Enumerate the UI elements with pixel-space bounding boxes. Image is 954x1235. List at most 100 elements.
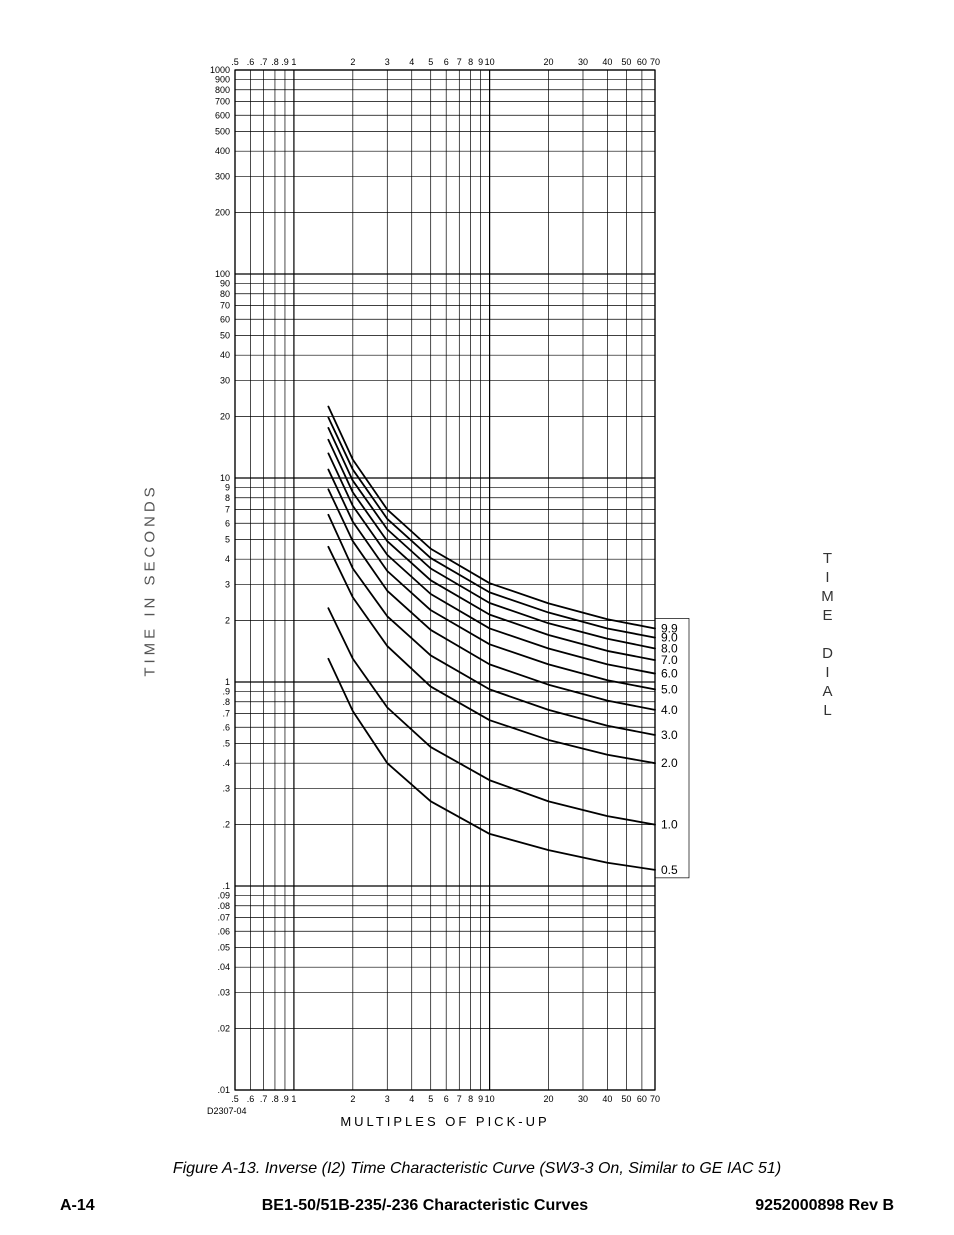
svg-text:2.0: 2.0 [661, 756, 678, 770]
svg-text:.3: .3 [222, 784, 230, 794]
svg-text:4: 4 [225, 554, 230, 564]
svg-text:8: 8 [225, 493, 230, 503]
svg-text:90: 90 [220, 278, 230, 288]
svg-text:3: 3 [225, 580, 230, 590]
svg-text:200: 200 [215, 208, 230, 218]
svg-text:4: 4 [409, 1094, 414, 1104]
svg-text:600: 600 [215, 110, 230, 120]
svg-text:.7: .7 [260, 57, 268, 67]
svg-text:6: 6 [444, 1094, 449, 1104]
svg-text:9: 9 [478, 57, 483, 67]
right-axis-label: TIME DIAL [819, 550, 836, 721]
svg-text:500: 500 [215, 126, 230, 136]
svg-text:60: 60 [220, 314, 230, 324]
svg-text:70: 70 [220, 301, 230, 311]
footer-page-number: A-14 [60, 1197, 95, 1215]
svg-text:700: 700 [215, 97, 230, 107]
svg-text:3: 3 [385, 57, 390, 67]
svg-text:2: 2 [350, 1094, 355, 1104]
svg-text:.9: .9 [281, 1094, 289, 1104]
page: TIME IN SECONDS TIME DIAL .5.5.6.6.7.7.8… [0, 0, 954, 1235]
svg-text:.8: .8 [222, 697, 230, 707]
svg-text:.5: .5 [231, 57, 239, 67]
svg-text:8: 8 [468, 57, 473, 67]
svg-text:7: 7 [457, 57, 462, 67]
svg-text:6.0: 6.0 [661, 667, 678, 681]
svg-text:.5: .5 [231, 1094, 239, 1104]
svg-text:.2: .2 [222, 820, 230, 830]
svg-text:60: 60 [637, 1094, 647, 1104]
svg-text:70: 70 [650, 57, 660, 67]
page-footer: A-14 BE1-50/51B-235/-236 Characteristic … [60, 1197, 894, 1215]
svg-text:30: 30 [578, 1094, 588, 1104]
svg-text:20: 20 [220, 412, 230, 422]
figure-caption: Figure A-13. Inverse (I2) Time Character… [0, 1160, 954, 1178]
svg-text:1: 1 [291, 1094, 296, 1104]
svg-text:2: 2 [225, 616, 230, 626]
svg-text:1.0: 1.0 [661, 818, 678, 832]
svg-text:2: 2 [350, 57, 355, 67]
svg-text:4.0: 4.0 [661, 703, 678, 717]
svg-text:100: 100 [215, 269, 230, 279]
svg-text:5: 5 [428, 57, 433, 67]
svg-text:300: 300 [215, 172, 230, 182]
svg-text:7: 7 [457, 1094, 462, 1104]
svg-text:10: 10 [485, 1094, 495, 1104]
svg-text:10: 10 [220, 473, 230, 483]
y-axis-label: TIME IN SECONDS [142, 483, 159, 676]
svg-text:.03: .03 [217, 988, 230, 998]
svg-text:.07: .07 [217, 913, 230, 923]
svg-text:0.5: 0.5 [661, 863, 678, 877]
svg-text:40: 40 [220, 350, 230, 360]
svg-text:.8: .8 [271, 1094, 279, 1104]
svg-text:5: 5 [225, 534, 230, 544]
svg-text:D2307-04: D2307-04 [207, 1106, 247, 1116]
svg-text:9: 9 [225, 482, 230, 492]
svg-text:.1: .1 [222, 881, 230, 891]
svg-text:3: 3 [385, 1094, 390, 1104]
svg-text:3.0: 3.0 [661, 728, 678, 742]
svg-text:.6: .6 [247, 57, 255, 67]
svg-text:5: 5 [428, 1094, 433, 1104]
svg-text:80: 80 [220, 289, 230, 299]
svg-text:30: 30 [220, 376, 230, 386]
svg-text:.6: .6 [247, 1094, 255, 1104]
svg-text:400: 400 [215, 146, 230, 156]
svg-text:50: 50 [220, 330, 230, 340]
svg-text:1: 1 [291, 57, 296, 67]
svg-text:.9: .9 [281, 57, 289, 67]
svg-text:6: 6 [225, 518, 230, 528]
svg-text:9.9: 9.9 [661, 621, 678, 635]
svg-text:50: 50 [621, 57, 631, 67]
svg-text:5.0: 5.0 [661, 682, 678, 696]
svg-text:50: 50 [621, 1094, 631, 1104]
footer-revision: 9252000898 Rev B [755, 1197, 894, 1215]
svg-text:30: 30 [578, 57, 588, 67]
svg-text:900: 900 [215, 74, 230, 84]
svg-text:70: 70 [650, 1094, 660, 1104]
svg-text:.6: .6 [222, 722, 230, 732]
svg-text:.02: .02 [217, 1024, 230, 1034]
svg-text:MULTIPLES OF PICK-UP: MULTIPLES OF PICK-UP [340, 1114, 549, 1129]
svg-text:8: 8 [468, 1094, 473, 1104]
svg-text:.08: .08 [217, 901, 230, 911]
svg-text:.7: .7 [222, 709, 230, 719]
svg-text:20: 20 [544, 1094, 554, 1104]
svg-text:4: 4 [409, 57, 414, 67]
svg-text:1000: 1000 [210, 65, 230, 75]
svg-text:.9: .9 [222, 686, 230, 696]
svg-text:1: 1 [225, 677, 230, 687]
svg-text:60: 60 [637, 57, 647, 67]
svg-text:.7: .7 [260, 1094, 268, 1104]
svg-text:.8: .8 [271, 57, 279, 67]
svg-text:.5: .5 [222, 738, 230, 748]
svg-text:.01: .01 [217, 1085, 230, 1095]
svg-text:9: 9 [478, 1094, 483, 1104]
svg-text:40: 40 [602, 57, 612, 67]
svg-text:7: 7 [225, 505, 230, 515]
svg-text:.05: .05 [217, 942, 230, 952]
svg-text:.4: .4 [222, 758, 230, 768]
svg-text:40: 40 [602, 1094, 612, 1104]
time-characteristic-chart: .5.5.6.6.7.7.8.8.9.911223344556677889910… [175, 50, 795, 1140]
svg-text:20: 20 [544, 57, 554, 67]
